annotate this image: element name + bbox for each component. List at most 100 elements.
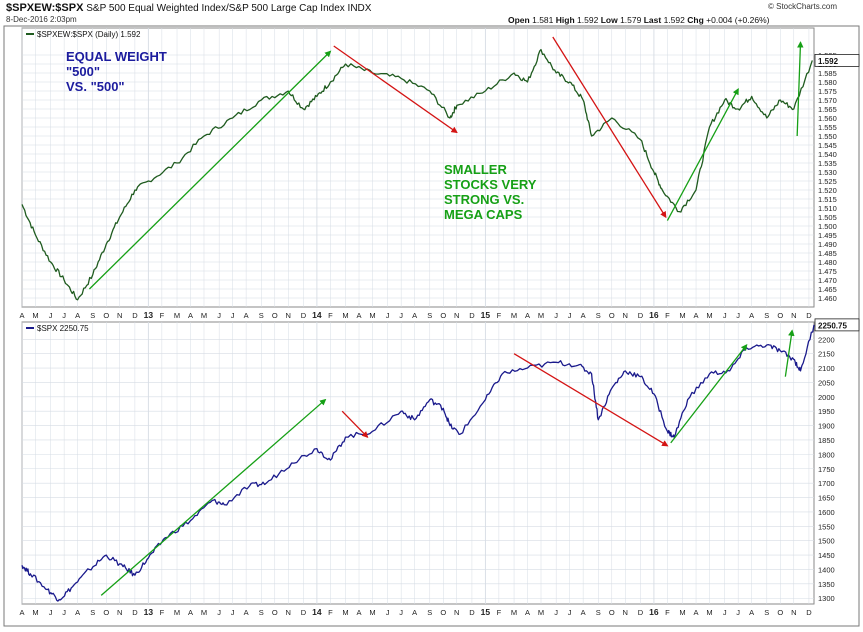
ratio-annotation-line: SMALLER <box>444 162 507 177</box>
spx-ytick-label: 1650 <box>818 494 835 503</box>
ratio-xtick-label: S <box>427 311 432 320</box>
ratio-xtick-label: F <box>160 311 165 320</box>
ratio-xtick-label: A <box>188 311 193 320</box>
ratio-xtick-label: J <box>386 311 390 320</box>
high-value: 1.592 <box>577 15 599 25</box>
ratio-xtick-label: J <box>231 311 235 320</box>
spx-xtick-label: S <box>259 608 264 617</box>
spx-xtick-label: S <box>596 608 601 617</box>
ratio-plot-area <box>21 27 815 308</box>
spx-xtick-label: D <box>469 608 475 617</box>
ratio-xtick-label: M <box>511 311 517 320</box>
spx-xtick-label: D <box>301 608 307 617</box>
chart-symbol: $SPXEW:$SPX <box>6 2 84 14</box>
spx-xtick-label: A <box>19 608 24 617</box>
ratio-ytick-label: 1.500 <box>818 222 837 231</box>
spx-ytick-label: 1500 <box>818 537 835 546</box>
ratio-ytick-label: 1.485 <box>818 249 837 258</box>
spx-xtick-label: S <box>90 608 95 617</box>
ratio-annotation-line: "500" <box>66 64 100 79</box>
spx-xtick-label: N <box>791 608 796 617</box>
spx-xtick-label: O <box>609 608 615 617</box>
spx-ytick-label: 1400 <box>818 565 835 574</box>
ratio-xtick-label: J <box>399 311 403 320</box>
spx-xtick-label: F <box>497 608 502 617</box>
ratio-annotation-line: STOCKS VERY <box>444 177 537 192</box>
spx-ytick-label: 1450 <box>818 551 835 560</box>
ratio-xtick-label: 16 <box>649 310 659 320</box>
spx-xtick-label: M <box>538 608 544 617</box>
spx-xtick-label: A <box>244 608 249 617</box>
ratio-xtick-label: S <box>596 311 601 320</box>
ratio-xtick-label: A <box>525 311 530 320</box>
spx-xtick-label: J <box>736 608 740 617</box>
last-label: Last <box>643 15 662 25</box>
ratio-ytick-label: 1.555 <box>818 123 837 132</box>
ratio-xtick-label: A <box>749 311 754 320</box>
ratio-xtick-label: F <box>665 311 670 320</box>
low-value: 1.579 <box>620 15 642 25</box>
spx-ytick-label: 1950 <box>818 407 835 416</box>
spx-ytick-label: 2000 <box>818 393 835 402</box>
ratio-ytick-label: 1.550 <box>818 132 837 141</box>
spx-xtick-label: A <box>581 608 586 617</box>
spx-ytick-label: 1550 <box>818 522 835 531</box>
ratio-xtick-label: M <box>342 311 348 320</box>
spx-xtick-label: S <box>427 608 432 617</box>
spx-series-line <box>21 324 815 602</box>
ratio-xtick-label: N <box>117 311 122 320</box>
open-value: 1.581 <box>532 15 554 25</box>
ratio-ytick-label: 1.460 <box>818 294 837 303</box>
ratio-xtick-label: M <box>679 311 685 320</box>
ratio-ytick-label: 1.495 <box>818 231 837 240</box>
ratio-xtick-label: D <box>469 311 475 320</box>
ratio-ytick-label: 1.575 <box>818 87 837 96</box>
chart-timestamp: 8-Dec-2016 2:03pm <box>6 15 77 24</box>
brand-label: © StockCharts.com <box>768 2 838 11</box>
ratio-xtick-label: M <box>32 311 38 320</box>
spx-xtick-label: N <box>454 608 459 617</box>
spx-ytick-label: 1700 <box>818 479 835 488</box>
spx-xtick-label: D <box>806 608 812 617</box>
ratio-ytick-label: 1.560 <box>818 114 837 123</box>
ratio-trend-arrow-up <box>796 41 804 137</box>
spx-xtick-label: J <box>554 608 558 617</box>
ratio-annotation-line: MEGA CAPS <box>444 207 523 222</box>
ratio-last-value-label: 1.592 <box>818 57 839 66</box>
ratio-ytick-label: 1.515 <box>818 195 837 204</box>
ratio-xtick-label: J <box>568 311 572 320</box>
spx-xtick-label: O <box>272 608 278 617</box>
ratio-xtick-label: J <box>554 311 558 320</box>
spx-xtick-label: D <box>132 608 138 617</box>
ratio-xtick-label: N <box>286 311 291 320</box>
spx-xtick-label: N <box>117 608 122 617</box>
quote-summary: Open 1.581 High 1.592 Low 1.579 Last 1.5… <box>508 15 769 25</box>
spx-xtick-label: A <box>749 608 754 617</box>
ratio-xtick-label: D <box>132 311 138 320</box>
ratio-panel: 1.4601.4651.4701.4751.4801.4851.4901.495… <box>19 27 860 320</box>
ratio-xtick-label: J <box>217 311 221 320</box>
ratio-xtick-label: D <box>301 311 307 320</box>
low-label: Low <box>600 15 618 25</box>
spx-ytick-label: 2200 <box>818 335 835 344</box>
spx-xtick-label: M <box>679 608 685 617</box>
spx-xtick-label: J <box>217 608 221 617</box>
ratio-xtick-label: J <box>49 311 53 320</box>
spx-xtick-label: J <box>386 608 390 617</box>
spx-xtick-label: O <box>103 608 109 617</box>
spx-xtick-label: A <box>525 608 530 617</box>
ratio-xtick-label: N <box>623 311 628 320</box>
ratio-xtick-label: A <box>412 311 417 320</box>
ratio-ytick-label: 1.505 <box>818 213 837 222</box>
spx-xtick-label: D <box>638 608 644 617</box>
spx-xtick-label: O <box>777 608 783 617</box>
ratio-xtick-label: A <box>581 311 586 320</box>
ratio-xtick-label: N <box>454 311 459 320</box>
spx-ytick-label: 2150 <box>818 350 835 359</box>
ratio-xtick-label: S <box>259 311 264 320</box>
spx-xtick-label: J <box>62 608 66 617</box>
spx-xtick-label: 14 <box>312 607 322 617</box>
ratio-ytick-label: 1.470 <box>818 276 837 285</box>
spx-trend-arrow-up <box>784 329 795 377</box>
last-value: 1.592 <box>663 15 685 25</box>
